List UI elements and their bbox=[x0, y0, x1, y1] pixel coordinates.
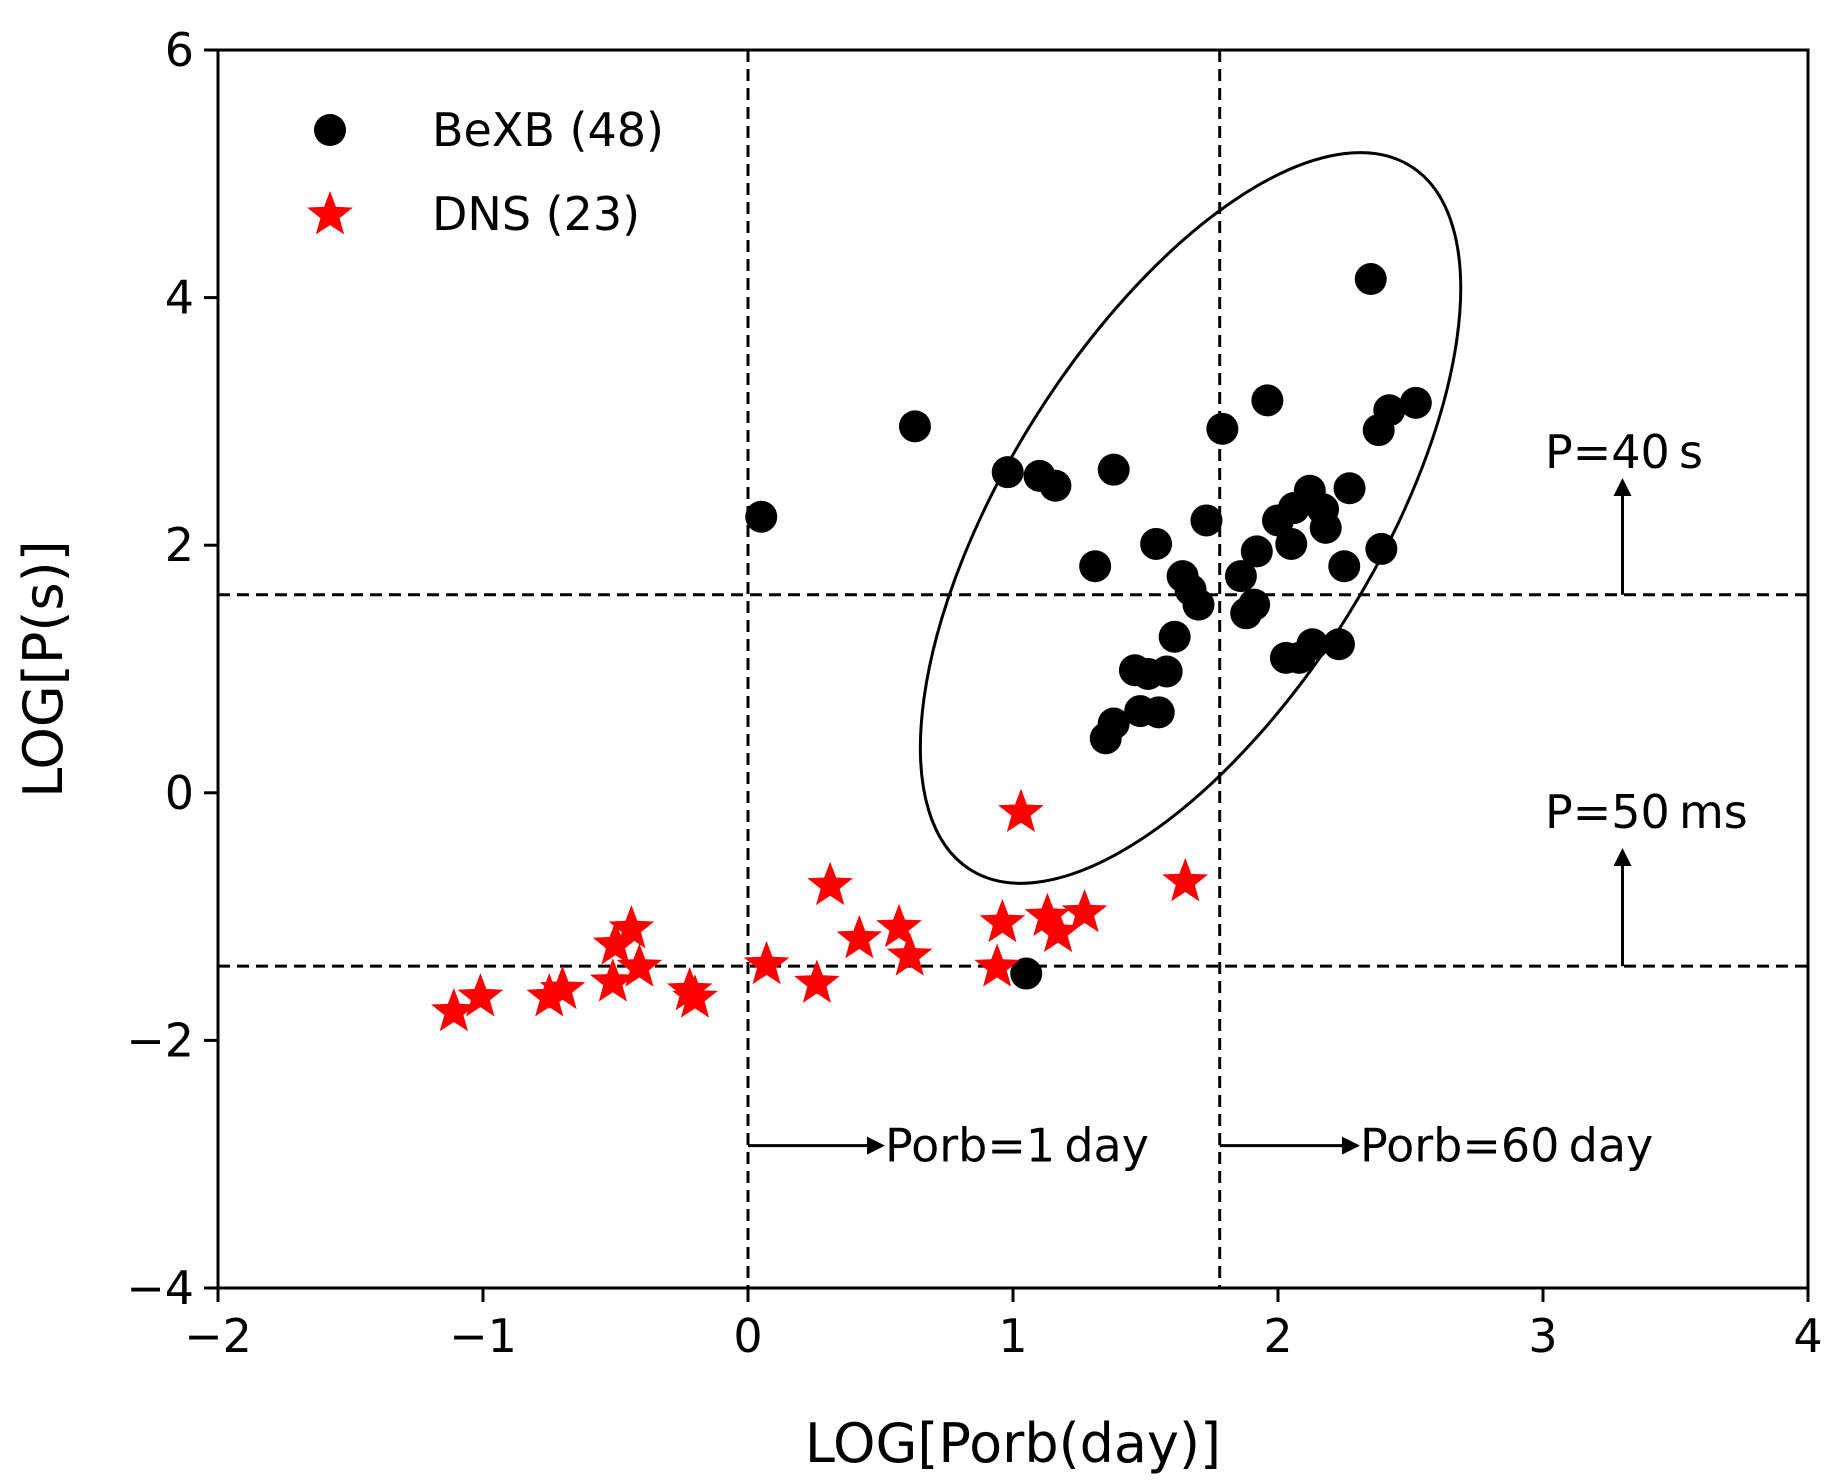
legend-dns-marker bbox=[307, 191, 353, 235]
reference-lines bbox=[218, 50, 1808, 1288]
x-axis-label: LOG[Porb(day)] bbox=[805, 1412, 1221, 1475]
bexb-point bbox=[1251, 384, 1284, 417]
bexb-point bbox=[1150, 655, 1183, 688]
bexb-cluster-ellipse bbox=[918, 151, 1463, 885]
bexb-point bbox=[1365, 532, 1398, 565]
y-tick-label: 4 bbox=[165, 271, 194, 325]
dns-point bbox=[457, 973, 504, 1017]
bexb-point bbox=[1275, 527, 1308, 560]
arrowhead-icon bbox=[1613, 848, 1632, 866]
bexb-point bbox=[1328, 550, 1361, 583]
x-tick-label: −2 bbox=[184, 1309, 252, 1363]
dns-point bbox=[876, 903, 922, 948]
dns-point bbox=[608, 905, 655, 949]
dns-point bbox=[590, 958, 636, 1002]
dns-point bbox=[979, 898, 1026, 943]
x-tick-label: 3 bbox=[1528, 1309, 1557, 1363]
dns-point bbox=[1035, 908, 1081, 953]
x-tick-label: 2 bbox=[1263, 1309, 1292, 1363]
arrowhead-icon bbox=[1613, 478, 1632, 496]
dns-point bbox=[998, 788, 1044, 832]
bexb-point bbox=[1140, 527, 1173, 560]
x-tick-label: −1 bbox=[449, 1309, 517, 1363]
bexb-point bbox=[745, 500, 778, 533]
bexb-point bbox=[1238, 588, 1271, 621]
bexb-point bbox=[1309, 511, 1342, 544]
bexb-point bbox=[898, 410, 931, 443]
bexb-point bbox=[1322, 628, 1355, 661]
legend-star-icon bbox=[307, 191, 353, 235]
dns-series bbox=[431, 788, 1209, 1032]
bexb-point bbox=[1399, 386, 1432, 419]
bexb-point bbox=[1190, 504, 1223, 537]
y-tick-label: 2 bbox=[165, 518, 194, 572]
dns-point bbox=[1061, 888, 1108, 933]
bexb-point bbox=[1240, 535, 1273, 568]
legend-circle-icon bbox=[314, 114, 346, 146]
dns-point bbox=[836, 914, 883, 959]
dns-point bbox=[672, 974, 718, 1018]
bexb-point bbox=[1097, 453, 1130, 486]
bexb-point bbox=[1333, 472, 1366, 505]
legend-bexb-marker bbox=[314, 114, 346, 146]
bexb-point bbox=[1296, 628, 1329, 661]
dns-point bbox=[974, 943, 1020, 987]
x-tick-label: 4 bbox=[1793, 1309, 1822, 1363]
x-tick-label: 0 bbox=[733, 1309, 762, 1363]
bexb-point bbox=[1039, 469, 1072, 502]
y-tick-label: −2 bbox=[126, 1013, 194, 1067]
annotation-p40s: P=40 s bbox=[1545, 425, 1703, 479]
dns-point bbox=[807, 861, 853, 906]
y-tick-label: 0 bbox=[165, 766, 194, 820]
annotation-porb-1day: Porb=1 day bbox=[885, 1119, 1149, 1173]
dns-point bbox=[616, 943, 663, 987]
legend-dns-label: DNS (23) bbox=[432, 187, 640, 241]
bexb-point bbox=[1224, 560, 1257, 593]
bexb-point bbox=[1182, 588, 1215, 621]
arrowhead-icon bbox=[867, 1136, 885, 1155]
y-axis-label: LOG[P(s)] bbox=[12, 540, 75, 797]
bexb-series bbox=[745, 263, 1432, 990]
bexb-point bbox=[1373, 394, 1406, 427]
dns-point bbox=[794, 959, 840, 1003]
bexb-point bbox=[1206, 412, 1239, 445]
dns-point bbox=[743, 940, 790, 985]
y-tick-label: 6 bbox=[165, 23, 194, 77]
annotation-porb-60day: Porb=60 day bbox=[1360, 1119, 1653, 1173]
dns-point bbox=[1162, 857, 1209, 902]
legend-bexb-label: BeXB (48) bbox=[432, 103, 664, 157]
dns-point bbox=[886, 932, 933, 976]
bexb-point bbox=[1097, 707, 1130, 740]
bexb-point bbox=[1079, 550, 1112, 583]
bexb-point bbox=[991, 456, 1024, 489]
dns-point bbox=[526, 973, 573, 1017]
legend: BeXB (48) DNS (23) bbox=[307, 103, 664, 241]
dns-point bbox=[1024, 892, 1071, 936]
bexb-point bbox=[1142, 696, 1175, 729]
annotation-p50ms: P=50 ms bbox=[1545, 785, 1748, 839]
y-tick-label: −4 bbox=[126, 1261, 194, 1315]
dns-point bbox=[539, 965, 586, 1010]
annotations: P=40 s P=50 ms Porb=1 day Porb=60 day bbox=[748, 425, 1748, 1173]
bexb-point bbox=[1158, 620, 1191, 653]
arrowhead-icon bbox=[1342, 1136, 1360, 1155]
bexb-point bbox=[1354, 263, 1387, 296]
dns-point bbox=[592, 921, 639, 965]
x-tick-label: 1 bbox=[998, 1309, 1027, 1363]
dns-point bbox=[431, 987, 477, 1032]
bexb-point bbox=[1010, 957, 1043, 990]
